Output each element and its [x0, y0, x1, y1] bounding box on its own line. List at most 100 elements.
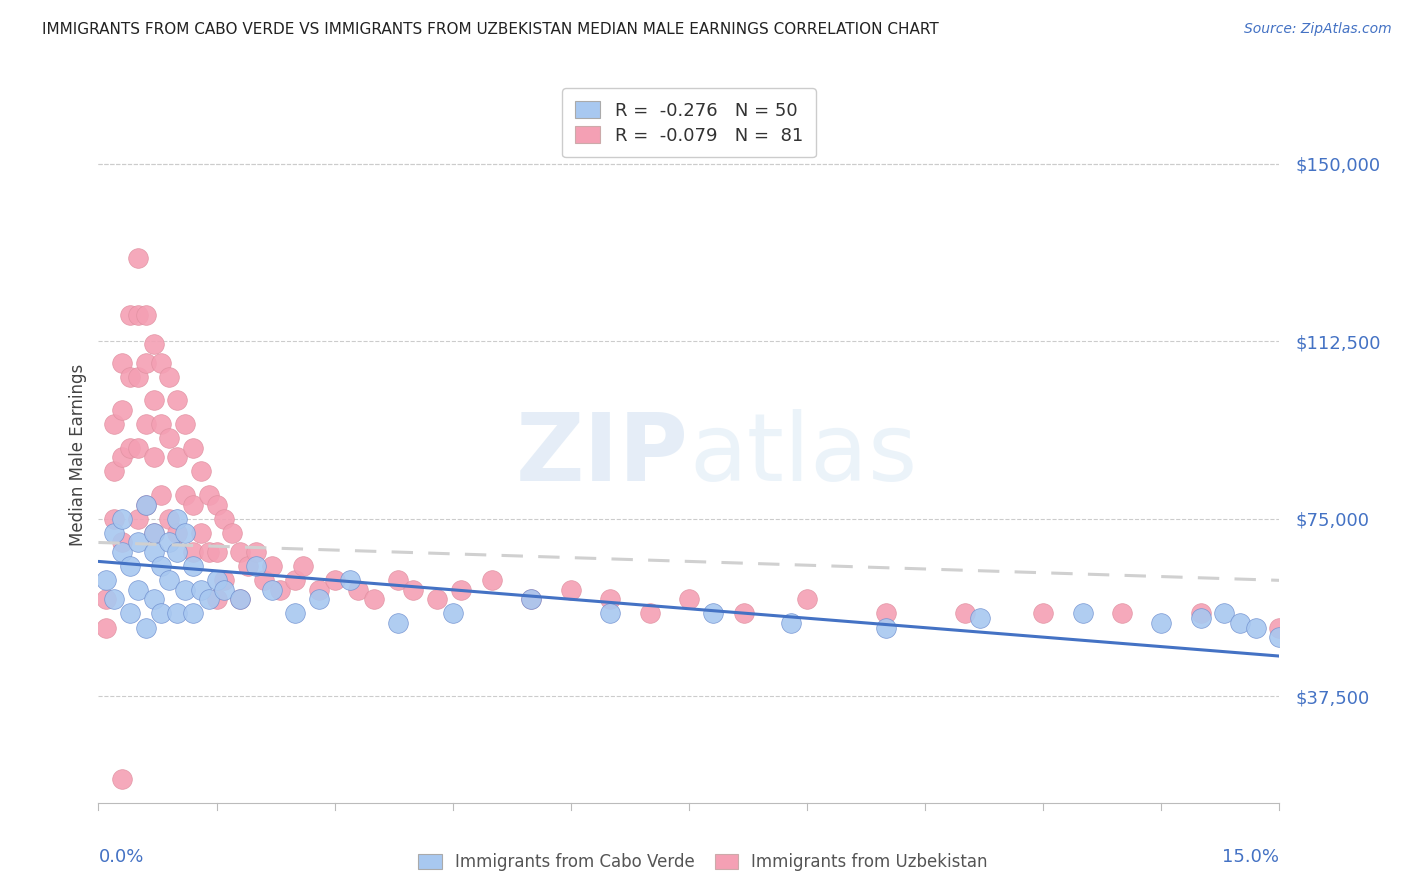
- Point: [118, 607, 141, 621]
- Point: [127, 512, 149, 526]
- Point: [875, 621, 897, 635]
- Point: [1229, 615, 1251, 630]
- Point: [599, 607, 621, 621]
- Point: [157, 512, 180, 526]
- Point: [135, 498, 157, 512]
- Point: [103, 465, 125, 479]
- Point: [142, 592, 165, 607]
- Point: [190, 526, 212, 541]
- Point: [181, 559, 204, 574]
- Point: [387, 615, 409, 630]
- Point: [481, 574, 503, 588]
- Point: [441, 607, 464, 621]
- Point: [253, 574, 276, 588]
- Point: [157, 574, 180, 588]
- Point: [1213, 607, 1236, 621]
- Point: [142, 526, 165, 541]
- Point: [103, 417, 125, 432]
- Point: [135, 417, 157, 432]
- Point: [111, 450, 134, 465]
- Point: [796, 592, 818, 607]
- Point: [150, 417, 173, 432]
- Point: [733, 607, 755, 621]
- Point: [387, 574, 409, 588]
- Point: [157, 431, 180, 445]
- Point: [157, 535, 180, 549]
- Point: [127, 252, 149, 266]
- Point: [127, 369, 149, 384]
- Point: [135, 621, 157, 635]
- Point: [638, 607, 661, 621]
- Point: [127, 535, 149, 549]
- Text: Source: ZipAtlas.com: Source: ZipAtlas.com: [1244, 22, 1392, 37]
- Point: [1268, 630, 1291, 644]
- Point: [1268, 621, 1291, 635]
- Point: [150, 559, 173, 574]
- Point: [450, 582, 472, 597]
- Point: [166, 393, 188, 408]
- Legend: Immigrants from Cabo Verde, Immigrants from Uzbekistan: Immigrants from Cabo Verde, Immigrants f…: [411, 845, 995, 880]
- Point: [127, 582, 149, 597]
- Point: [96, 574, 118, 588]
- Point: [197, 592, 219, 607]
- Point: [363, 592, 385, 607]
- Point: [205, 498, 228, 512]
- Point: [181, 441, 204, 455]
- Point: [339, 574, 361, 588]
- Point: [118, 308, 141, 322]
- Point: [142, 545, 165, 559]
- Point: [174, 488, 197, 502]
- Point: [1150, 615, 1173, 630]
- Point: [214, 512, 236, 526]
- Point: [678, 592, 700, 607]
- Point: [875, 607, 897, 621]
- Point: [426, 592, 449, 607]
- Point: [190, 465, 212, 479]
- Point: [284, 607, 307, 621]
- Point: [560, 582, 582, 597]
- Y-axis label: Median Male Earnings: Median Male Earnings: [69, 364, 87, 546]
- Point: [260, 559, 283, 574]
- Point: [103, 526, 125, 541]
- Point: [96, 621, 118, 635]
- Point: [953, 607, 976, 621]
- Point: [197, 545, 219, 559]
- Point: [142, 526, 165, 541]
- Point: [323, 574, 346, 588]
- Point: [205, 574, 228, 588]
- Point: [1111, 607, 1133, 621]
- Point: [214, 574, 236, 588]
- Point: [1244, 621, 1267, 635]
- Point: [205, 592, 228, 607]
- Point: [166, 526, 188, 541]
- Point: [190, 582, 212, 597]
- Point: [214, 582, 236, 597]
- Point: [260, 582, 283, 597]
- Point: [197, 488, 219, 502]
- Point: [142, 450, 165, 465]
- Point: [96, 592, 118, 607]
- Point: [127, 441, 149, 455]
- Point: [127, 308, 149, 322]
- Point: [111, 356, 134, 370]
- Point: [1071, 607, 1094, 621]
- Point: [181, 498, 204, 512]
- Point: [135, 498, 157, 512]
- Point: [166, 450, 188, 465]
- Text: 15.0%: 15.0%: [1222, 848, 1279, 866]
- Point: [702, 607, 724, 621]
- Point: [181, 545, 204, 559]
- Legend: R =  -0.276   N = 50, R =  -0.079   N =  81: R = -0.276 N = 50, R = -0.079 N = 81: [562, 88, 815, 158]
- Point: [308, 592, 330, 607]
- Point: [599, 592, 621, 607]
- Point: [402, 582, 425, 597]
- Point: [245, 545, 267, 559]
- Point: [229, 592, 252, 607]
- Point: [166, 545, 188, 559]
- Point: [780, 615, 803, 630]
- Point: [111, 535, 134, 549]
- Point: [1189, 611, 1212, 625]
- Point: [269, 582, 291, 597]
- Point: [205, 545, 228, 559]
- Point: [157, 369, 180, 384]
